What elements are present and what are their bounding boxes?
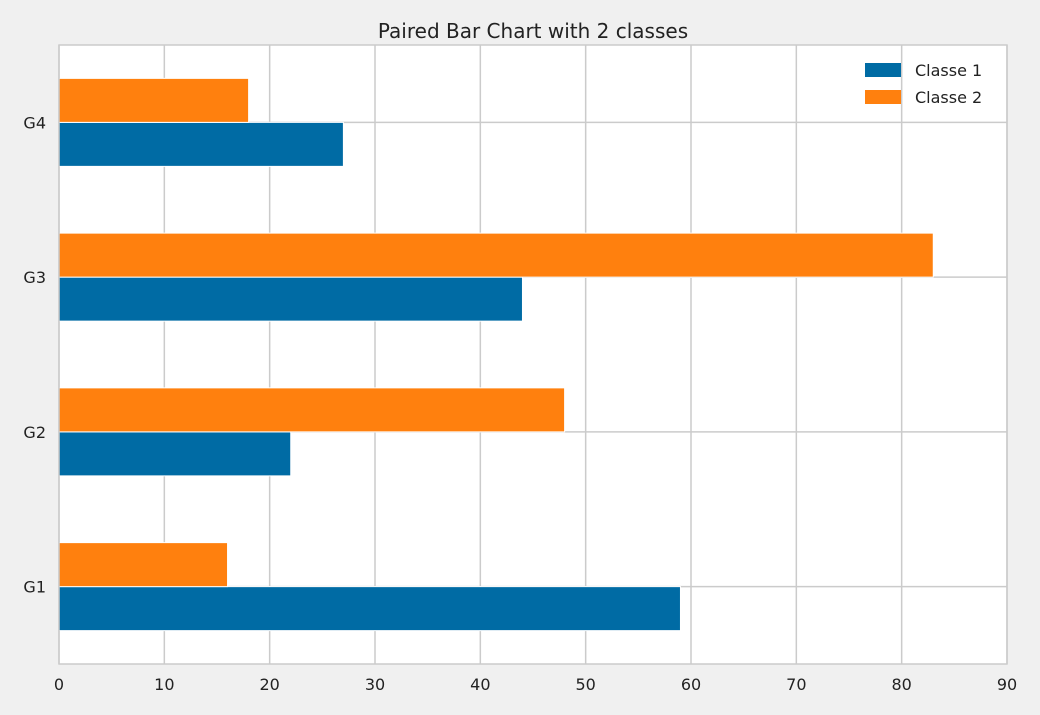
legend-label-classe-2: Classe 2 (915, 88, 982, 107)
bar-g3-series-1 (58, 276, 523, 322)
x-tick-label: 80 (891, 675, 911, 694)
y-tick-label-g4: G4 (23, 113, 46, 132)
y-tick-label-g1: G1 (23, 578, 46, 597)
bars (58, 77, 934, 632)
legend-swatch-classe-1 (865, 63, 901, 77)
bar-g3-series-2 (58, 232, 934, 278)
bar-g1-series-1 (58, 586, 681, 632)
x-tick-label: 70 (786, 675, 806, 694)
legend: Classe 1 Classe 2 (865, 61, 982, 107)
plot-frame (58, 44, 1008, 665)
bar-g2-series-1 (58, 431, 292, 477)
legend-label-classe-1: Classe 1 (915, 61, 982, 80)
bar-g4-series-2 (58, 77, 250, 123)
y-tick-labels: G1 G2 G3 G4 (23, 113, 46, 596)
x-tick-label: 90 (997, 675, 1017, 694)
x-tick-label: 60 (681, 675, 701, 694)
x-tick-label: 0 (54, 675, 64, 694)
x-tick-labels: 0 10 20 30 40 50 60 70 80 90 (54, 675, 1017, 694)
x-tick-label: 50 (575, 675, 595, 694)
x-tick-label: 30 (365, 675, 385, 694)
bar-g2-series-2 (58, 387, 566, 433)
bar-g4-series-1 (58, 121, 344, 167)
legend-swatch-classe-2 (865, 90, 901, 104)
chart-title: Paired Bar Chart with 2 classes (378, 19, 688, 43)
x-tick-label: 10 (154, 675, 174, 694)
y-tick-label-g2: G2 (23, 423, 46, 442)
y-tick-label-g3: G3 (23, 268, 46, 287)
x-tick-label: 40 (470, 675, 490, 694)
bar-g1-series-2 (58, 542, 229, 588)
x-tick-label: 20 (259, 675, 279, 694)
